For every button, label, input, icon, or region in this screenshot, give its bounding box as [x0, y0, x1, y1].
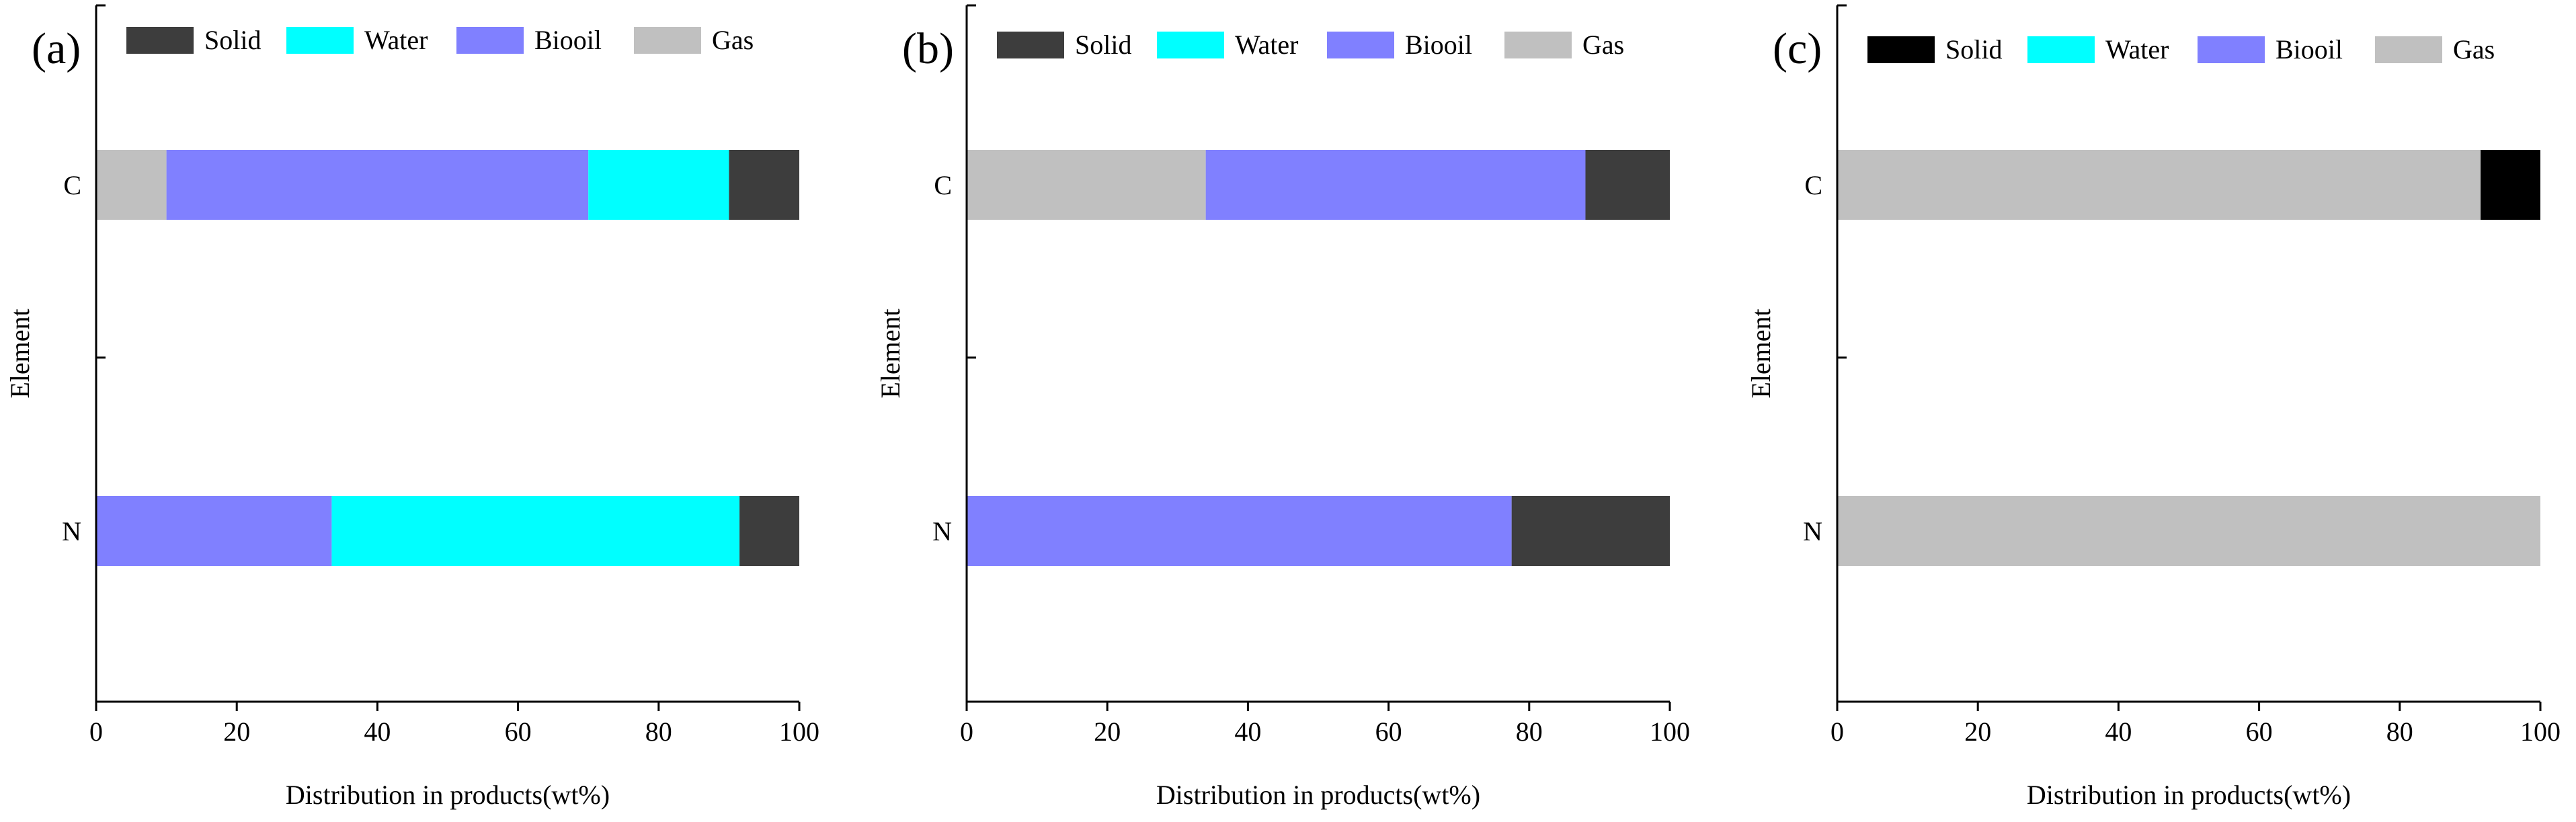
x-tick-label: 100 — [779, 716, 819, 747]
legend-label-biooil: Biooil — [2276, 34, 2343, 65]
legend: Solid Water Biooil Gas — [1867, 34, 2495, 65]
x-tick-label: 100 — [2520, 716, 2561, 747]
legend-label-water: Water — [1235, 30, 1299, 60]
bar-n-solid — [1511, 496, 1670, 566]
bar-n-water — [331, 496, 740, 566]
panel-label: (b) — [902, 24, 954, 73]
legend-label-gas: Gas — [1582, 30, 1624, 60]
legend-swatch-solid — [997, 32, 1064, 58]
x-axis-title: Distribution in products(wt%) — [2027, 780, 2351, 810]
legend-label-solid: Solid — [1945, 34, 2002, 65]
bar-c-biooil — [166, 150, 589, 220]
x-tick-label: 40 — [2105, 716, 2132, 747]
legend-label-biooil: Biooil — [534, 25, 602, 55]
legend-label-water: Water — [2105, 34, 2169, 65]
bar-c-gas — [967, 150, 1206, 220]
legend-swatch-solid — [126, 27, 194, 54]
bar-n-biooil — [96, 496, 332, 566]
x-tick-label: 60 — [2246, 716, 2273, 747]
x-tick-label: 80 — [1516, 716, 1543, 747]
bar-c-gas — [96, 150, 167, 220]
chart-panel-a: 0 20 40 60 80 100 C N Distribution in products(w… — [5, 4, 819, 810]
x-tick-label: 20 — [223, 716, 250, 747]
x-tick-label: 0 — [960, 716, 973, 747]
legend-label-gas: Gas — [712, 25, 754, 55]
y-tick-label-c: C — [1804, 170, 1822, 200]
legend-label-biooil: Biooil — [1405, 30, 1472, 60]
bar-c-water — [588, 150, 729, 220]
legend: Solid Water Biooil Gas — [997, 30, 1624, 60]
bar-c-solid — [1585, 150, 1670, 220]
legend-swatch-gas — [2375, 36, 2442, 63]
x-tick-label: 0 — [1830, 716, 1844, 747]
bar-c-biooil — [1205, 150, 1586, 220]
bar-n-gas — [1837, 496, 2540, 566]
x-tick-label: 20 — [1964, 716, 1991, 747]
x-tick-label: 20 — [1094, 716, 1121, 747]
legend-label-water: Water — [364, 25, 428, 55]
legend-swatch-biooil — [2198, 36, 2265, 63]
x-axis-title: Distribution in products(wt%) — [1156, 780, 1480, 810]
y-tick-label-n: N — [62, 516, 81, 546]
y-axis-title: Element — [1746, 309, 1776, 398]
legend-label-solid: Solid — [204, 25, 261, 55]
x-tick-label: 0 — [89, 716, 103, 747]
bar-c-gas — [1837, 150, 2481, 220]
chart-panel-b: 0 20 40 60 80 100 C N Distribution in products(w… — [875, 4, 1690, 810]
legend-label-solid: Solid — [1075, 30, 1131, 60]
legend-swatch-solid — [1867, 36, 1935, 63]
legend-swatch-biooil — [456, 27, 524, 54]
legend-swatch-gas — [634, 27, 701, 54]
legend-swatch-water — [2027, 36, 2095, 63]
legend-swatch-water — [1157, 32, 1224, 58]
legend-swatch-biooil — [1327, 32, 1394, 58]
legend-swatch-water — [286, 27, 354, 54]
x-tick-label: 60 — [505, 716, 532, 747]
legend-swatch-gas — [1504, 32, 1572, 58]
x-tick-label: 60 — [1375, 716, 1402, 747]
x-tick-label: 80 — [645, 716, 672, 747]
panel-label: (a) — [32, 24, 81, 73]
y-axis-title: Element — [5, 309, 35, 398]
bar-c-solid — [729, 150, 799, 220]
y-tick-label-n: N — [1803, 516, 1822, 546]
y-axis-title: Element — [875, 309, 905, 398]
x-axis-title: Distribution in products(wt%) — [286, 780, 610, 810]
legend-label-gas: Gas — [2453, 34, 2495, 65]
y-tick-label-c: C — [63, 170, 81, 200]
legend: Solid Water Biooil Gas — [126, 25, 754, 55]
x-tick-label: 80 — [2386, 716, 2413, 747]
bar-c-solid — [2481, 150, 2540, 220]
y-tick-label-c: C — [934, 170, 952, 200]
chart-panel-c: 0 20 40 60 80 100 C N Distribution in products(w… — [1746, 4, 2561, 810]
panel-label: (c) — [1773, 24, 1822, 73]
bar-n-biooil — [967, 496, 1512, 566]
x-tick-label: 100 — [1650, 716, 1690, 747]
bar-n-solid — [739, 496, 799, 566]
x-tick-label: 40 — [364, 716, 391, 747]
y-tick-label-n: N — [932, 516, 952, 546]
x-tick-label: 40 — [1234, 716, 1261, 747]
